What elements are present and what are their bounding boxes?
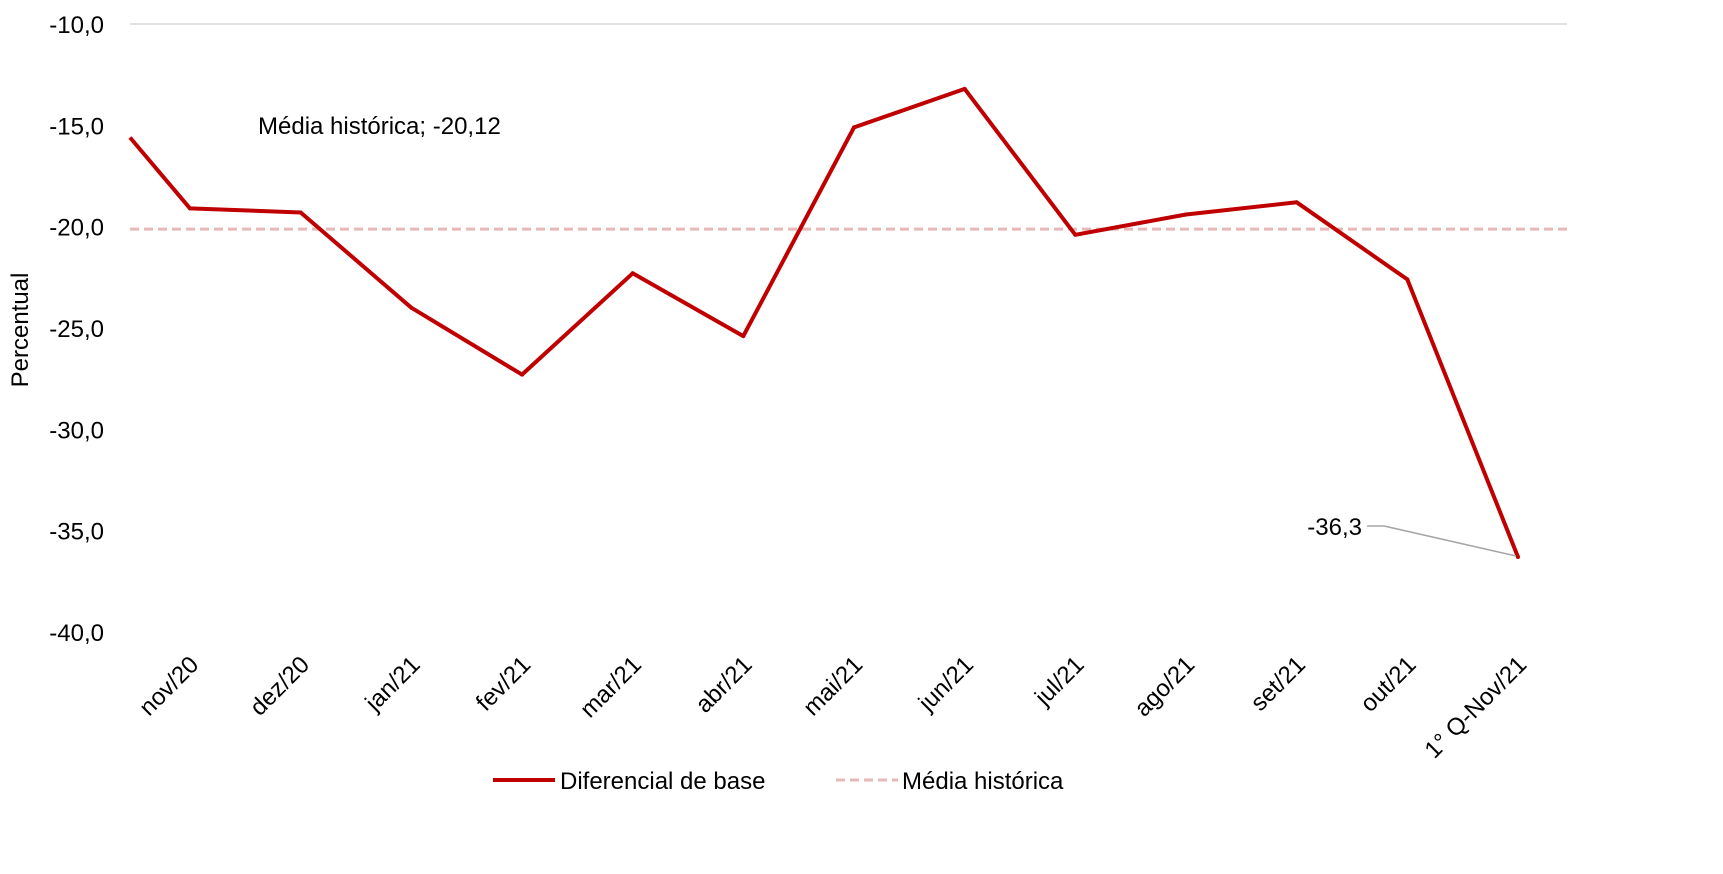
- series-line-diferencial-de-base: [128, 86, 1520, 558]
- y-axis-ticks: -10,0 -15,0 -20,0 -25,0 -30,0 -35,0 -40,0: [49, 12, 104, 647]
- y-tick-label: -35,0: [49, 519, 104, 546]
- x-tick-label: mai/21: [798, 651, 868, 721]
- y-tick-label: -40,0: [49, 620, 104, 647]
- data-point: [188, 206, 192, 211]
- data-point: [520, 372, 524, 377]
- y-tick-label: -25,0: [49, 316, 104, 343]
- x-tick-label: jan/21: [360, 651, 426, 717]
- data-point: [1294, 200, 1299, 205]
- x-axis-ticks: nov/20 dez/20 jan/21 fev/21 mar/21 abr/21 mai/…: [134, 651, 1532, 764]
- data-point: [1073, 232, 1078, 237]
- series-layer: [128, 86, 1567, 560]
- x-tick-label: jun/21: [913, 651, 979, 717]
- data-point: [1516, 555, 1520, 560]
- y-tick-label: -10,0: [49, 12, 104, 39]
- data-point: [1184, 212, 1188, 217]
- last-value-callout-leader: [1383, 525, 1517, 557]
- data-point: [741, 334, 746, 339]
- media-historica-annotation: Média histórica; -20,12: [258, 113, 501, 140]
- data-point: [1405, 277, 1410, 282]
- legend: Diferencial de base Média histórica: [493, 768, 1064, 795]
- x-tick-label: out/21: [1355, 651, 1421, 717]
- data-point: [298, 210, 303, 215]
- x-tick-label: 1° Q-Nov/21: [1420, 651, 1533, 764]
- y-tick-label: -20,0: [49, 215, 104, 242]
- x-tick-label: ago/21: [1129, 651, 1200, 722]
- data-point: [962, 86, 967, 91]
- x-tick-label: nov/20: [134, 651, 204, 721]
- x-tick-label: mar/21: [575, 651, 647, 723]
- x-tick-label: abr/21: [690, 651, 757, 718]
- x-tick-label: jul/21: [1029, 651, 1089, 711]
- y-tick-label: -30,0: [49, 417, 104, 444]
- y-tick-label: -15,0: [49, 113, 104, 140]
- data-point: [630, 271, 635, 276]
- x-tick-label: dez/20: [245, 651, 315, 721]
- x-tick-label: fev/21: [471, 651, 536, 716]
- data-point: [409, 305, 414, 310]
- y-axis-title: Percentual: [7, 273, 34, 388]
- legend-label-media: Média histórica: [902, 768, 1064, 795]
- last-value-annotation: -36,3: [1307, 514, 1362, 541]
- legend-label-diferencial: Diferencial de base: [560, 768, 765, 795]
- data-point: [852, 125, 856, 130]
- x-tick-label: set/21: [1246, 651, 1311, 716]
